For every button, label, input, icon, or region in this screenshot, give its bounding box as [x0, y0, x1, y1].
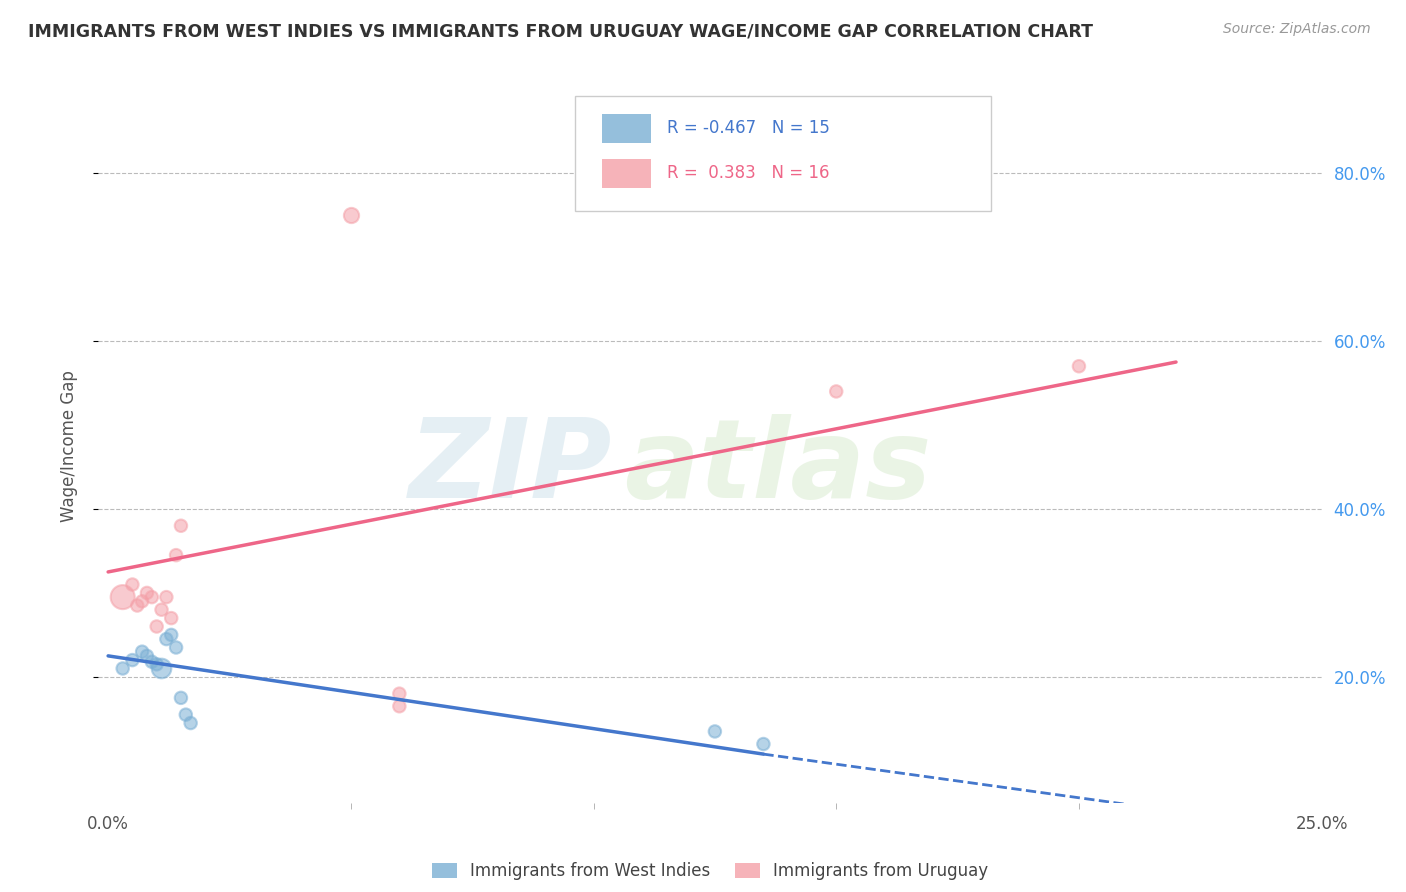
- Point: [150, 603, 173, 617]
- Text: ZIP: ZIP: [409, 414, 612, 521]
- Point: [160, 628, 183, 642]
- Point: [150, 661, 173, 675]
- Point: [131, 645, 153, 659]
- Point: [165, 548, 187, 562]
- Point: [131, 594, 153, 608]
- Point: [174, 707, 197, 722]
- Point: [155, 632, 177, 646]
- Point: [141, 590, 163, 604]
- Point: [752, 737, 775, 751]
- Text: atlas: atlas: [624, 414, 932, 521]
- Legend: Immigrants from West Indies, Immigrants from Uruguay: Immigrants from West Indies, Immigrants …: [432, 862, 988, 880]
- FancyBboxPatch shape: [602, 114, 651, 143]
- Point: [127, 599, 149, 613]
- Point: [141, 655, 163, 669]
- Point: [160, 611, 183, 625]
- Y-axis label: Wage/Income Gap: Wage/Income Gap: [59, 370, 77, 522]
- Point: [145, 619, 167, 633]
- Text: R = -0.467   N = 15: R = -0.467 N = 15: [668, 119, 830, 136]
- Point: [170, 518, 193, 533]
- Point: [165, 640, 187, 655]
- Point: [388, 687, 411, 701]
- FancyBboxPatch shape: [602, 159, 651, 187]
- Point: [111, 590, 134, 604]
- Point: [825, 384, 848, 399]
- Point: [1067, 359, 1090, 374]
- Point: [180, 716, 202, 731]
- Point: [388, 699, 411, 714]
- Point: [155, 590, 177, 604]
- Point: [136, 648, 159, 663]
- Point: [170, 690, 193, 705]
- Point: [703, 724, 725, 739]
- Point: [111, 661, 134, 675]
- Point: [340, 208, 363, 222]
- Point: [136, 586, 159, 600]
- Text: Source: ZipAtlas.com: Source: ZipAtlas.com: [1223, 22, 1371, 37]
- FancyBboxPatch shape: [575, 96, 991, 211]
- Point: [121, 653, 143, 667]
- Text: R =  0.383   N = 16: R = 0.383 N = 16: [668, 164, 830, 182]
- Text: IMMIGRANTS FROM WEST INDIES VS IMMIGRANTS FROM URUGUAY WAGE/INCOME GAP CORRELATI: IMMIGRANTS FROM WEST INDIES VS IMMIGRANT…: [28, 22, 1092, 40]
- Point: [121, 577, 143, 591]
- Point: [145, 657, 167, 672]
